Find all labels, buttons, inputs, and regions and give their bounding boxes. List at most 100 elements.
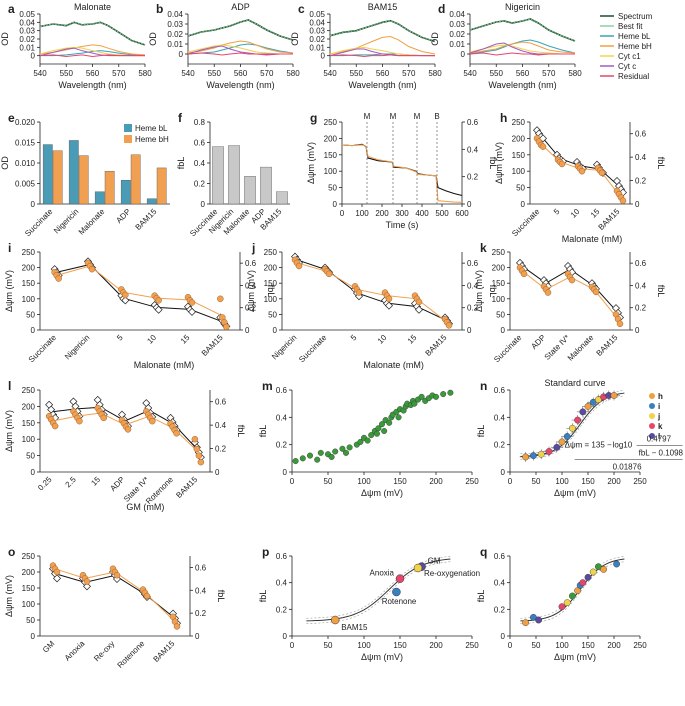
chart-g: 0 50 100 150 200 250 0 100 200 300 400 500 600 Δψm (m… xyxy=(306,112,498,230)
y-axis-label: Δψm (mV) xyxy=(306,142,316,184)
data-point xyxy=(343,449,350,456)
data-point xyxy=(563,433,571,440)
chart-title: Standard curve xyxy=(544,378,605,388)
category-label: Nigericin xyxy=(52,207,80,235)
y-tick-label: 0.010 xyxy=(15,159,36,168)
series-line-residual xyxy=(469,52,575,56)
y-tick-label: 250 xyxy=(22,552,36,561)
category-label: 2.5 xyxy=(64,475,79,490)
legend-label: l xyxy=(658,432,660,441)
legend-label: Best fit xyxy=(618,22,643,31)
category-label: BAM15 xyxy=(423,333,448,358)
y-tick-label: 100 xyxy=(492,295,506,304)
series-line-best_fit xyxy=(187,19,294,41)
data-point xyxy=(364,437,371,444)
data-point xyxy=(386,419,393,426)
category-label: BAM15 xyxy=(594,333,619,358)
chart-title: Malonate xyxy=(74,2,111,12)
data-point xyxy=(569,424,576,432)
chart-n: 0 0.2 0.4 0.6 0 50 100 150 200 250 fbL Δψm (mV) Stan… xyxy=(476,378,684,498)
category-label: Succinate xyxy=(297,333,329,365)
data-point xyxy=(299,455,306,462)
x-tick-label: 250 xyxy=(465,477,479,486)
y2-tick-label: 0.2 xyxy=(467,173,479,182)
equation-den: fbL − 0.1098 xyxy=(639,448,684,457)
data-point-circle xyxy=(415,298,423,306)
y-tick-label: 0.03 xyxy=(167,20,183,29)
series-line-heme_bH xyxy=(39,44,146,56)
y-axis-label: Δψm (mV) xyxy=(4,410,14,452)
panel-letter-c: c xyxy=(298,2,305,16)
chart-title: BAM15 xyxy=(368,2,398,12)
legend-label: Heme bL xyxy=(135,124,168,133)
chart-p: 0 0.2 0.4 0.6 0 50 100 150 200 250 fbL Δψm (mV) BAM1… xyxy=(258,552,480,662)
data-point xyxy=(292,458,299,465)
y-tick-label: 0.02 xyxy=(19,35,35,44)
point-label: BAM15 xyxy=(341,623,368,632)
equation-log: log10 xyxy=(613,440,633,449)
x-tick-label: 50 xyxy=(532,641,541,650)
data-point xyxy=(589,568,597,576)
data-point xyxy=(314,456,321,463)
x-axis-label: Δψm (mV) xyxy=(554,652,596,662)
category-label: 5 xyxy=(349,333,359,343)
y-tick-label: 0.01 xyxy=(19,43,35,52)
data-point-circle xyxy=(188,299,196,306)
x-tick-label: 100 xyxy=(357,641,371,650)
data-point-diamond xyxy=(188,307,196,316)
bar xyxy=(228,145,240,205)
series-line-heme_bH xyxy=(469,41,576,54)
data-point-circle xyxy=(173,623,181,630)
y-tick-label: 150 xyxy=(22,419,36,428)
x-tick-label: 0 xyxy=(340,209,345,218)
data-point xyxy=(613,560,620,568)
panel-letter-e: e xyxy=(8,111,15,125)
panel-letter-g: g xyxy=(310,111,317,125)
y-axis-label: fbL xyxy=(258,590,268,603)
y2-tick-label: 0.6 xyxy=(467,259,479,268)
y-tick-label: 0.01 xyxy=(309,43,325,52)
x-tick-label: 560 xyxy=(516,69,530,78)
data-point xyxy=(357,438,364,445)
series-line-spectrum xyxy=(187,19,294,41)
x-tick-label: 100 xyxy=(355,209,369,218)
legend-label: Cyt c1 xyxy=(618,52,641,61)
data-point-circle xyxy=(51,422,59,430)
y2-tick-label: 0 xyxy=(467,326,472,335)
category-label: 15 xyxy=(89,475,102,488)
y-tick-label: 50 xyxy=(328,184,337,193)
y2-tick-label: 0.2 xyxy=(215,445,227,454)
x-tick-label: 540 xyxy=(181,69,195,78)
y2-tick-label: 0.2 xyxy=(635,304,647,313)
y-axis-label: fbL xyxy=(176,157,186,170)
x-tick-label: 100 xyxy=(555,641,569,650)
series-line-residual xyxy=(187,52,293,56)
y-tick-label: 0.4 xyxy=(276,413,288,422)
bar xyxy=(156,167,167,205)
category-label: 0.25 xyxy=(36,475,54,493)
x-tick-label: 580 xyxy=(286,69,300,78)
x-tick-label: 50 xyxy=(532,477,541,486)
fit-curve xyxy=(520,395,625,460)
data-point xyxy=(610,392,618,399)
category-label: 15 xyxy=(406,333,419,346)
data-point xyxy=(307,452,314,459)
y-tick-label: 0.2 xyxy=(494,605,506,614)
data-point-circle xyxy=(100,414,107,422)
chart-o: 0 50 100 150 200 250 Δψm (mV) 0 0.2 0.4 0.6 fbL GM An… xyxy=(4,552,226,670)
panel-letter-l: l xyxy=(8,379,11,393)
y-tick-label: 200 xyxy=(22,402,36,411)
series-line-residual xyxy=(39,54,145,58)
mean-line-diamond xyxy=(539,134,621,188)
data-point xyxy=(569,592,576,600)
series-line-heme_bL xyxy=(187,43,294,55)
y2-axis-label: fbL xyxy=(236,425,246,438)
y-tick-label: 100 xyxy=(264,295,278,304)
bar xyxy=(68,140,79,205)
data-point xyxy=(574,416,581,424)
y-axis-label: Δψm (mV) xyxy=(4,575,14,617)
data-point-circle xyxy=(83,578,91,585)
data-point-circle xyxy=(558,160,566,168)
y-axis-label: fbL xyxy=(258,425,268,438)
x-tick-label: 200 xyxy=(607,641,621,650)
